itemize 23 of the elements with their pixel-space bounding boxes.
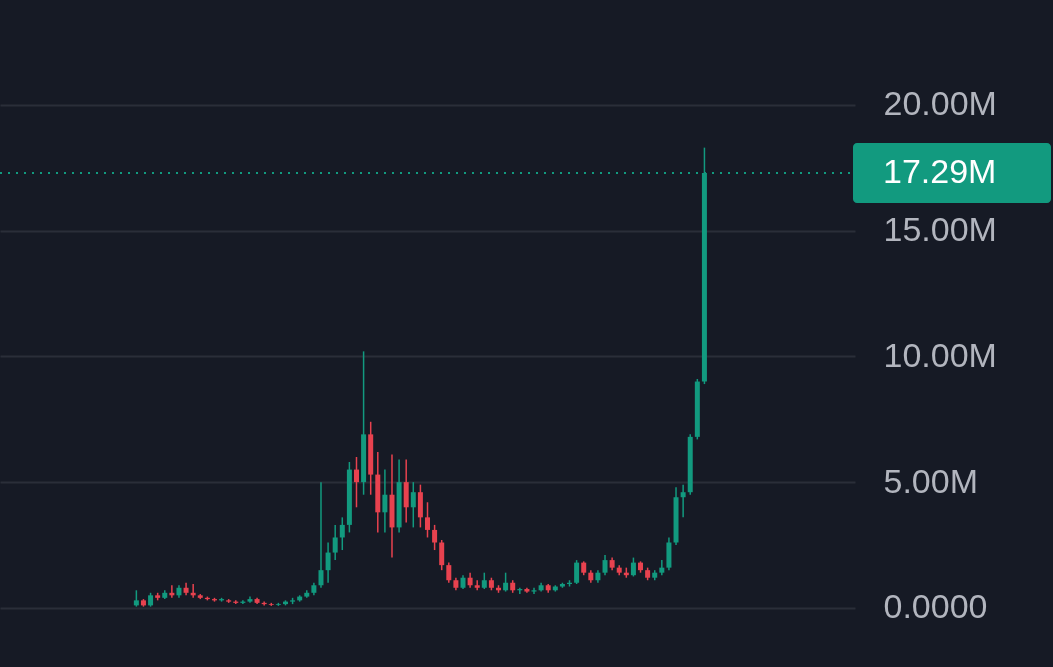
candlestick bbox=[602, 554, 608, 576]
candlestick bbox=[503, 571, 509, 593]
y-tick-label: 20.00M bbox=[883, 84, 997, 123]
candlestick bbox=[339, 516, 345, 551]
candlestick bbox=[474, 579, 480, 592]
candlestick bbox=[432, 524, 438, 551]
candlestick bbox=[325, 541, 331, 584]
ref-line-label: 17.29M bbox=[883, 152, 997, 191]
y-tick-label: 15.00M bbox=[883, 210, 997, 249]
y-tick-label: 5.00M bbox=[883, 461, 978, 500]
candlestick bbox=[332, 524, 338, 561]
candlestick bbox=[574, 559, 580, 585]
candlestick bbox=[446, 561, 452, 584]
y-tick-label: 10.00M bbox=[883, 335, 997, 374]
candlestick bbox=[425, 501, 430, 539]
candlestick bbox=[382, 468, 388, 534]
candlestick bbox=[630, 556, 636, 578]
candlestick bbox=[353, 456, 359, 509]
candlestick bbox=[410, 481, 416, 529]
candlestick bbox=[318, 481, 324, 589]
candlestick bbox=[680, 483, 686, 519]
y-tick-label: 0.0000 bbox=[883, 587, 988, 626]
candlestick bbox=[439, 539, 445, 571]
